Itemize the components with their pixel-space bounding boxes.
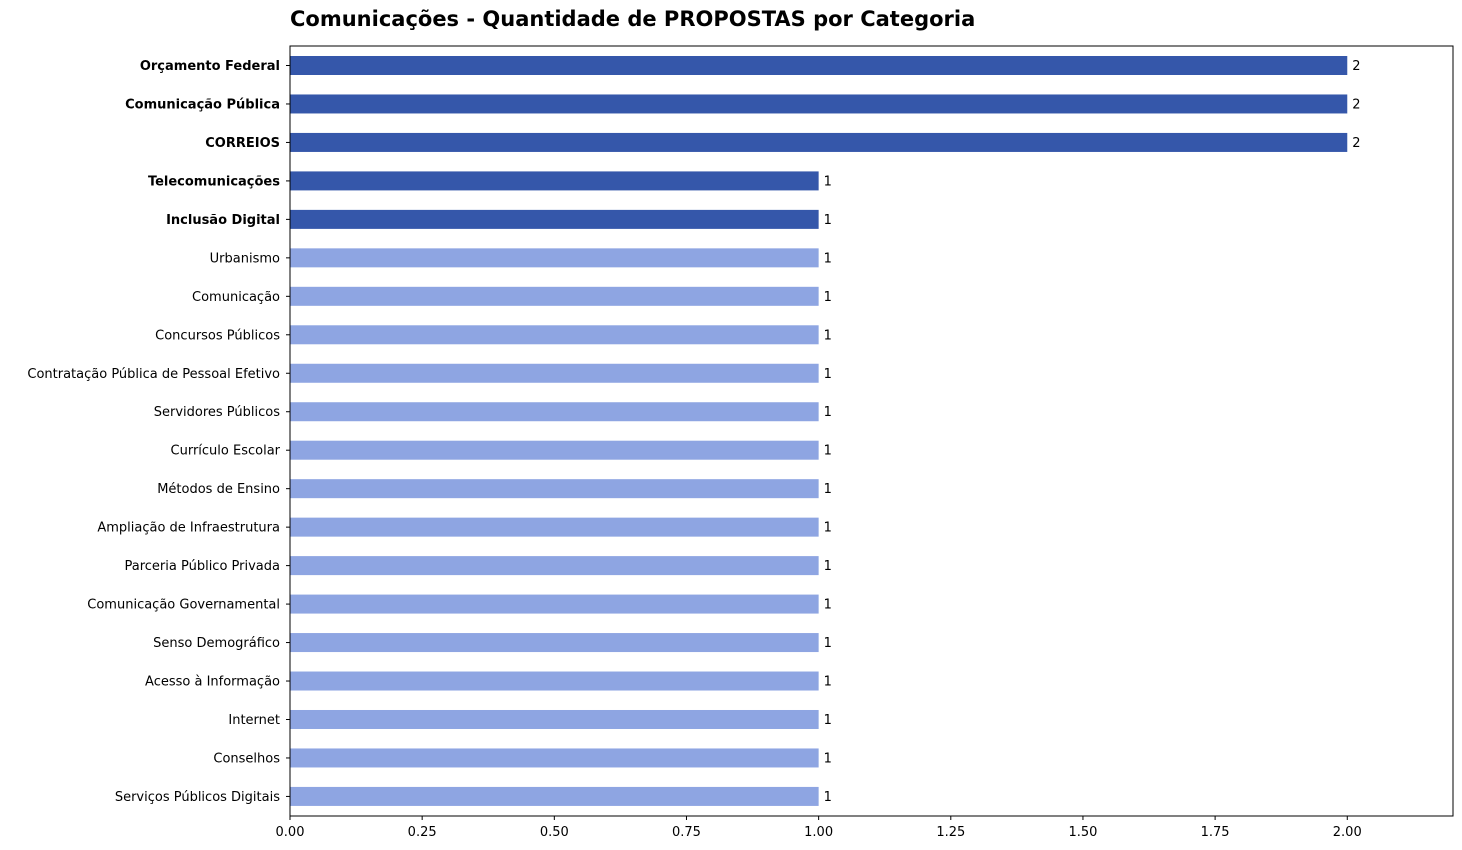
value-label: 1 [824, 482, 832, 497]
value-label: 1 [824, 367, 832, 382]
bar [290, 94, 1348, 114]
value-label: 1 [824, 751, 832, 766]
x-tick-label: 0.25 [408, 825, 437, 840]
value-label: 2 [1352, 136, 1360, 151]
category-label: Internet [228, 713, 280, 728]
value-label: 2 [1352, 97, 1360, 112]
category-label: Comunicação [192, 290, 280, 305]
category-label: Telecomunicações [148, 174, 280, 189]
category-label: Concursos Públicos [155, 328, 280, 343]
category-label: Inclusão Digital [166, 213, 280, 228]
bar [290, 786, 819, 806]
category-label: Métodos de Ensino [157, 482, 280, 497]
value-label: 1 [824, 405, 832, 420]
category-label: Comunicação Pública [125, 97, 280, 112]
x-tick-label: 0.75 [672, 825, 701, 840]
value-label: 1 [824, 213, 832, 228]
category-label: Parceria Público Privada [125, 559, 281, 574]
bar [290, 286, 819, 306]
x-tick-label: 1.50 [1068, 825, 1097, 840]
x-tick-label: 0.00 [276, 825, 305, 840]
category-label: Servidores Públicos [154, 405, 280, 420]
plot-frame [289, 45, 1454, 817]
bar [290, 248, 819, 268]
value-label: 1 [824, 790, 832, 805]
category-label: Urbanismo [210, 251, 280, 266]
bar [290, 748, 819, 768]
bar [290, 633, 819, 653]
category-label: Acesso à Informação [145, 675, 280, 690]
value-label: 1 [824, 598, 832, 613]
value-label: 1 [824, 559, 832, 574]
value-label: 2 [1352, 59, 1360, 74]
x-tick-label: 0.50 [540, 825, 569, 840]
value-label: 1 [824, 636, 832, 651]
category-label: Currículo Escolar [171, 444, 281, 459]
bar [290, 402, 819, 422]
bar [290, 479, 819, 499]
x-tick-label: 1.75 [1201, 825, 1230, 840]
value-labels: 2 2 2 1 1 1 1 1 1 1 1 1 1 1 1 1 1 1 1 1 [824, 59, 1361, 805]
category-label: Serviços Públicos Digitais [115, 790, 280, 805]
bar [290, 56, 1348, 75]
value-label: 1 [824, 328, 832, 343]
value-label: 1 [824, 675, 832, 690]
value-label: 1 [824, 251, 832, 266]
value-label: 1 [824, 290, 832, 305]
bars-layer [290, 56, 1348, 806]
value-label: 1 [824, 174, 832, 189]
category-labels: Orçamento Federal Comunicação Pública CORR… [27, 59, 290, 805]
bar [290, 517, 819, 537]
category-label: Senso Demográfico [153, 636, 280, 651]
bar [290, 325, 819, 345]
bar [290, 709, 819, 729]
bar [290, 594, 819, 614]
category-label: Contratação Pública de Pessoal Efetivo [27, 367, 280, 382]
category-label: CORREIOS [205, 136, 280, 151]
chart-title: Comunicações - Quantidade de PROPOSTAS p… [290, 7, 975, 31]
x-tick-label: 1.25 [936, 825, 965, 840]
category-label: Orçamento Federal [140, 59, 280, 74]
bar [290, 440, 819, 460]
bar [290, 209, 819, 229]
x-axis: 0.00 0.25 0.50 0.75 1.00 1.25 1.50 1.75 2.00 [276, 816, 1362, 840]
x-tick-label: 1.00 [804, 825, 833, 840]
value-label: 1 [824, 713, 832, 728]
value-label: 1 [824, 444, 832, 459]
bar [290, 556, 819, 576]
bar [290, 171, 819, 191]
x-tick-label: 2.00 [1333, 825, 1362, 840]
value-label: 1 [824, 521, 832, 536]
category-label: Ampliação de Infraestrutura [97, 521, 280, 536]
bar [290, 671, 819, 691]
bar [290, 132, 1348, 152]
bar [290, 363, 819, 383]
category-label: Conselhos [213, 751, 280, 766]
category-label: Comunicação Governamental [87, 598, 280, 613]
